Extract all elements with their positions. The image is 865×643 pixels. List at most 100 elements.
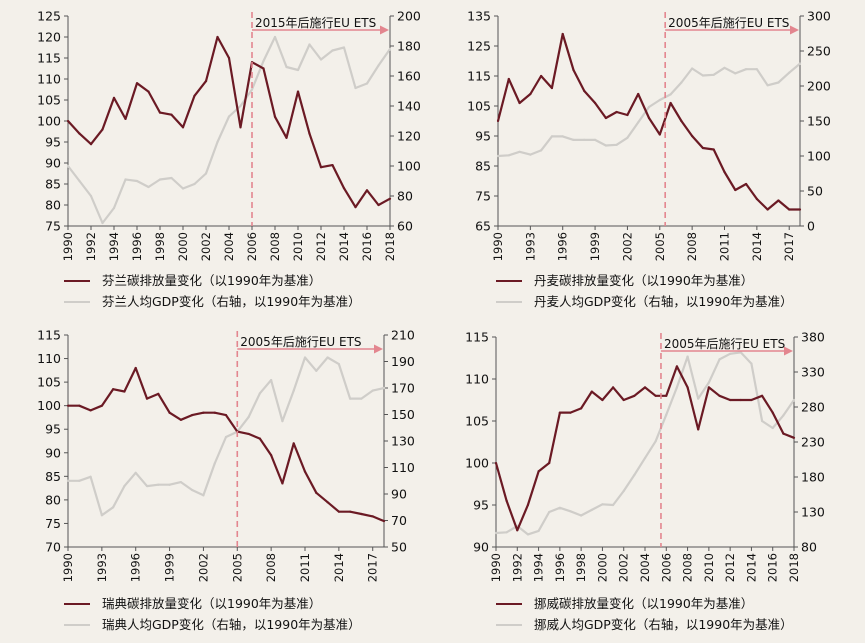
y-tick-label-left: 85 (45, 177, 61, 192)
data-point-emission (112, 96, 116, 99)
data-point-gdp (181, 187, 185, 190)
y-tick-label-left: 135 (467, 9, 491, 24)
data-point-emission (239, 126, 242, 129)
y-tick-label-right: 100 (807, 149, 831, 164)
x-tick-label: 1990 (491, 232, 505, 261)
data-point-gdp (792, 398, 796, 402)
y-tick-label-right: 90 (391, 487, 407, 502)
data-point-emission (100, 404, 103, 407)
data-point-gdp (258, 392, 261, 395)
data-point-gdp (750, 362, 753, 365)
data-point-gdp (250, 88, 254, 91)
y-tick-label-left: 115 (465, 330, 489, 345)
data-point-emission (558, 411, 561, 414)
data-point-emission (590, 390, 593, 393)
x-tick-label: 2018 (383, 232, 397, 261)
data-point-gdp (734, 72, 737, 75)
y-tick-label-left: 125 (37, 9, 61, 24)
data-point-emission (550, 86, 554, 90)
data-point-emission (701, 146, 705, 150)
data-point-gdp (665, 413, 668, 416)
data-point-emission (78, 132, 81, 135)
data-point-emission (766, 208, 769, 211)
data-point-gdp (739, 351, 742, 354)
sweden-legend: 瑞典碳排放量变化（以1990年为基准） 瑞典人均GDP变化（右轴，以1990年为… (64, 593, 361, 635)
data-point-gdp (292, 389, 295, 392)
data-point-emission (507, 77, 510, 81)
x-tick-label: 2005 (653, 232, 667, 261)
data-point-emission (382, 519, 386, 523)
data-point-gdp (342, 46, 346, 49)
data-point-gdp (505, 531, 508, 534)
data-point-gdp (755, 68, 758, 71)
x-tick-label: 1998 (153, 232, 167, 261)
data-point-gdp (647, 105, 651, 109)
y-tick-label-left: 65 (475, 219, 491, 234)
sweden-chart-panel: 70 75 80 85 90 95 100 105 110 115 50 70 90 110 130 150 1… (0, 321, 432, 642)
series-line-emission (496, 32, 800, 211)
denmark-chart-panel: 65 75 85 95 105 115 125 135 0 50 100 150 200 250 300 19… (432, 0, 864, 321)
legend-swatch-emission (496, 279, 522, 282)
data-point-gdp (377, 64, 380, 67)
y-tick-label-left: 80 (45, 492, 61, 507)
data-point-emission (349, 510, 352, 513)
data-point-emission (134, 366, 137, 370)
data-point-emission (388, 197, 392, 200)
x-tick-label: 1990 (489, 553, 503, 582)
data-point-gdp (112, 206, 116, 210)
y-tick-label-left: 95 (473, 498, 489, 513)
data-point-emission (331, 164, 334, 167)
y-tick-label-left: 100 (37, 398, 61, 413)
y-tick-label-right: 250 (807, 44, 831, 59)
data-point-emission (292, 442, 295, 445)
y-tick-label-right: 130 (391, 434, 415, 449)
y-tick-label-right: 160 (397, 69, 421, 84)
data-point-emission (643, 386, 647, 389)
data-point-gdp (326, 356, 329, 359)
x-tick-label: 1994 (107, 232, 121, 261)
y-tick-label-right: 190 (391, 354, 415, 369)
data-point-emission (712, 148, 715, 151)
y-tick-label-left: 105 (465, 414, 489, 429)
y-tick-label-left: 120 (37, 30, 61, 45)
y-tick-label-right: 300 (807, 9, 831, 24)
data-point-emission (112, 388, 115, 391)
data-point-gdp (626, 136, 629, 139)
y-tick-label-left: 85 (45, 469, 61, 484)
data-point-gdp (170, 176, 173, 180)
legend-label-emission: 挪威碳排放量变化（以1990年为基准） (534, 596, 754, 611)
data-point-emission (101, 128, 104, 131)
data-point-emission (680, 119, 683, 123)
data-point-gdp (388, 47, 392, 51)
data-point-emission (518, 101, 521, 105)
data-point-gdp (777, 81, 780, 84)
data-point-gdp (365, 82, 369, 85)
x-tick-label: 1993 (523, 232, 537, 261)
y-tick-label-left: 75 (45, 516, 61, 531)
data-point-emission (665, 394, 668, 397)
x-tick-label: 1994 (532, 553, 546, 582)
data-point-emission (262, 67, 265, 70)
x-tick-label: 1996 (130, 232, 144, 261)
data-point-emission (496, 119, 500, 123)
data-point-emission (755, 197, 758, 201)
data-point-gdp (168, 483, 171, 486)
x-tick-label: 2011 (718, 232, 732, 261)
y-tick-label-right: 50 (391, 540, 407, 555)
data-point-emission (604, 116, 607, 120)
legend-swatch-gdp (64, 300, 90, 303)
data-point-gdp (601, 503, 604, 506)
data-point-gdp (615, 143, 618, 146)
data-point-gdp (354, 86, 357, 90)
x-tick-label: 2002 (196, 553, 210, 582)
data-point-gdp (360, 397, 363, 400)
y-tick-label-left: 125 (467, 39, 491, 54)
data-point-gdp (593, 138, 597, 141)
x-tick-label: 2002 (620, 232, 634, 261)
legend-label-emission: 瑞典碳排放量变化（以1990年为基准） (102, 596, 322, 611)
eu-ets-arrow-head (380, 25, 389, 35)
x-tick-label: 1998 (574, 553, 588, 582)
y-tick-label-right: 130 (801, 505, 825, 520)
data-point-emission (66, 404, 70, 407)
data-point-emission (258, 437, 261, 440)
